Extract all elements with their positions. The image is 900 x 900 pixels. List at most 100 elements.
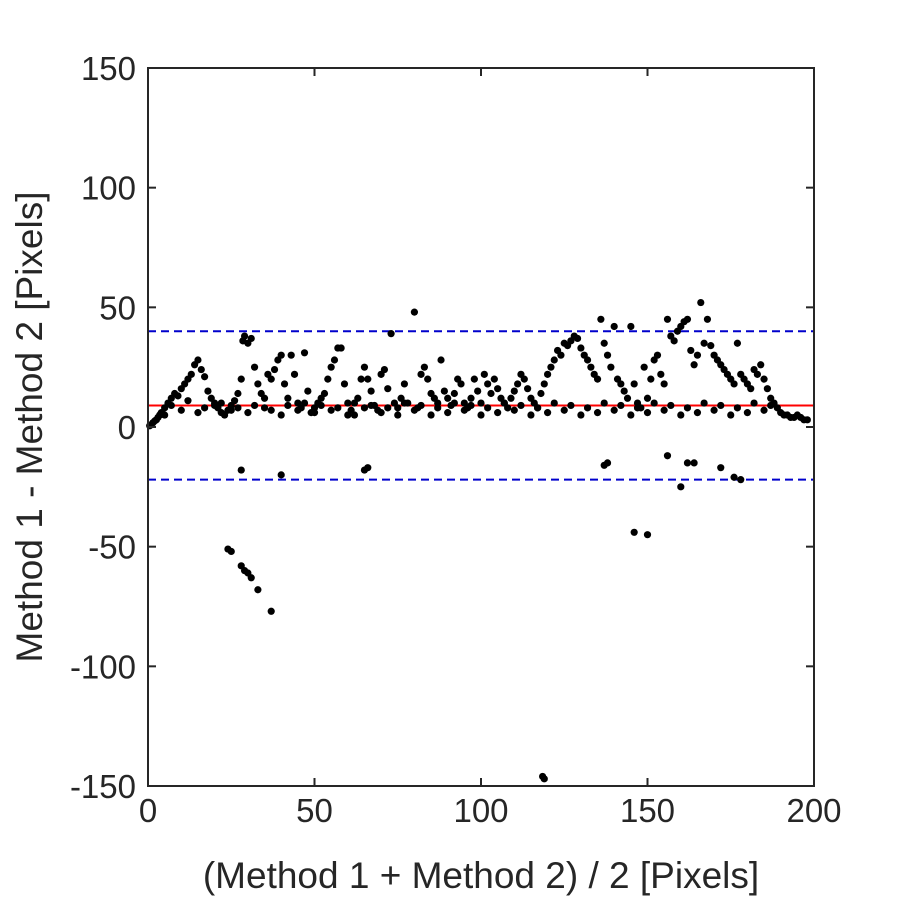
data-point	[250, 363, 259, 371]
data-point	[577, 411, 585, 419]
data-point	[717, 464, 725, 472]
data-point	[600, 339, 608, 347]
data-point	[247, 334, 255, 343]
data-point	[477, 399, 485, 407]
data-point	[710, 406, 718, 414]
y-tick-label: -100	[70, 648, 136, 685]
data-point	[300, 399, 309, 407]
data-point	[663, 452, 672, 460]
data-point	[194, 409, 202, 417]
data-point	[727, 411, 735, 419]
data-point	[287, 351, 295, 359]
data-point	[627, 411, 635, 419]
data-point	[337, 344, 345, 352]
data-point	[450, 389, 458, 398]
data-point	[547, 363, 555, 371]
data-point	[730, 380, 738, 388]
data-point	[477, 411, 485, 419]
data-point	[643, 394, 652, 402]
x-axis-label: (Method 1 + Method 2) / 2 [Pixels]	[203, 855, 759, 896]
data-point	[670, 337, 678, 345]
data-point	[707, 342, 715, 350]
data-point	[360, 404, 369, 412]
data-point	[647, 375, 655, 383]
data-point	[270, 365, 279, 374]
data-point	[300, 349, 309, 357]
data-point	[677, 483, 685, 491]
data-point	[757, 361, 765, 369]
data-point	[201, 373, 209, 381]
data-point	[693, 409, 702, 417]
data-point	[603, 351, 612, 359]
data-point	[737, 476, 745, 484]
data-point	[217, 399, 225, 407]
data-point	[657, 370, 665, 378]
data-point	[247, 574, 255, 582]
data-point	[683, 459, 692, 467]
data-point	[367, 401, 375, 410]
data-point	[350, 411, 359, 419]
data-point	[174, 392, 182, 400]
data-point	[524, 385, 532, 393]
x-tick-label: 150	[620, 792, 675, 829]
data-point	[660, 406, 668, 414]
data-point	[550, 356, 558, 364]
data-point	[623, 394, 632, 402]
data-point	[597, 315, 605, 323]
data-point	[364, 375, 372, 383]
data-point	[534, 404, 542, 412]
data-point	[747, 385, 755, 393]
data-point	[440, 387, 448, 395]
data-point	[743, 409, 752, 417]
data-point	[510, 406, 518, 414]
data-point	[240, 332, 249, 340]
data-point	[227, 406, 235, 414]
data-point	[550, 399, 558, 407]
data-point	[527, 411, 535, 419]
data-point	[494, 385, 502, 393]
data-point	[470, 375, 478, 383]
data-point	[427, 411, 435, 419]
data-point	[187, 370, 195, 378]
data-point	[593, 409, 602, 417]
data-point	[294, 406, 302, 414]
data-point	[690, 361, 698, 369]
data-point	[197, 365, 205, 374]
data-point	[610, 322, 618, 331]
data-point	[703, 315, 712, 323]
data-point	[250, 401, 259, 410]
data-point	[567, 401, 575, 410]
data-point	[360, 363, 369, 371]
data-point	[254, 586, 262, 594]
data-point	[690, 459, 698, 467]
y-tick-label: 150	[81, 50, 136, 87]
data-point	[467, 401, 475, 410]
data-point	[693, 351, 702, 359]
data-point	[344, 411, 352, 419]
data-point	[643, 409, 652, 417]
data-point	[204, 387, 212, 395]
data-point	[444, 394, 452, 402]
data-point	[444, 409, 452, 417]
data-point	[290, 370, 299, 378]
data-point	[227, 547, 235, 556]
data-point	[617, 401, 625, 410]
data-point	[317, 401, 325, 410]
data-point	[384, 404, 392, 412]
data-point	[237, 375, 245, 383]
data-point	[750, 399, 758, 407]
data-point	[803, 416, 811, 424]
data-point	[600, 399, 608, 407]
data-point	[540, 775, 548, 783]
data-point	[310, 409, 319, 417]
data-point	[450, 399, 458, 407]
y-axis-ticks: -150 -100 -50 0 50 100 150	[70, 50, 814, 805]
data-point	[267, 607, 275, 615]
data-point	[683, 315, 692, 323]
data-point	[234, 389, 242, 398]
data-point	[367, 387, 375, 395]
data-point	[620, 387, 628, 395]
data-point	[420, 363, 428, 371]
data-point	[717, 401, 725, 410]
data-point	[577, 344, 585, 352]
